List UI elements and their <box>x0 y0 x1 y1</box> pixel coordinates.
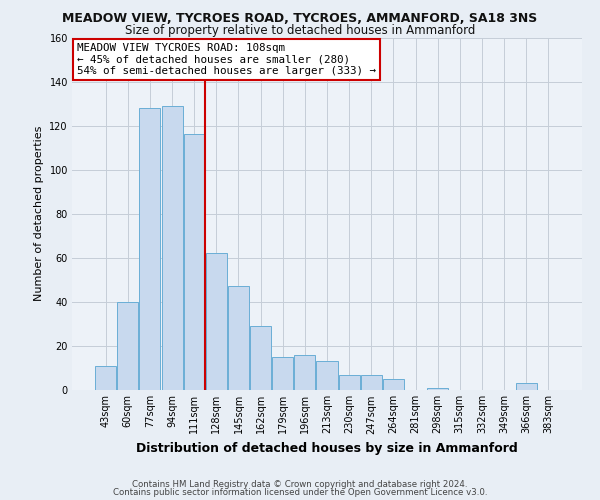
Bar <box>383 379 404 390</box>
Text: MEADOW VIEW, TYCROES ROAD, TYCROES, AMMANFORD, SA18 3NS: MEADOW VIEW, TYCROES ROAD, TYCROES, AMMA… <box>62 12 538 26</box>
Bar <box>515 384 536 390</box>
Bar <box>295 355 316 390</box>
Bar <box>316 362 338 390</box>
Bar <box>361 374 382 390</box>
X-axis label: Distribution of detached houses by size in Ammanford: Distribution of detached houses by size … <box>136 442 518 455</box>
Bar <box>338 374 359 390</box>
Bar <box>228 286 249 390</box>
Bar <box>250 326 271 390</box>
Bar <box>161 106 182 390</box>
Bar <box>184 134 205 390</box>
Bar <box>118 302 139 390</box>
Text: MEADOW VIEW TYCROES ROAD: 108sqm
← 45% of detached houses are smaller (280)
54% : MEADOW VIEW TYCROES ROAD: 108sqm ← 45% o… <box>77 43 376 76</box>
Text: Contains public sector information licensed under the Open Government Licence v3: Contains public sector information licen… <box>113 488 487 497</box>
Text: Contains HM Land Registry data © Crown copyright and database right 2024.: Contains HM Land Registry data © Crown c… <box>132 480 468 489</box>
Text: Size of property relative to detached houses in Ammanford: Size of property relative to detached ho… <box>125 24 475 37</box>
Y-axis label: Number of detached properties: Number of detached properties <box>34 126 44 302</box>
Bar <box>95 366 116 390</box>
Bar <box>427 388 448 390</box>
Bar <box>206 254 227 390</box>
Bar <box>139 108 160 390</box>
Bar <box>272 357 293 390</box>
